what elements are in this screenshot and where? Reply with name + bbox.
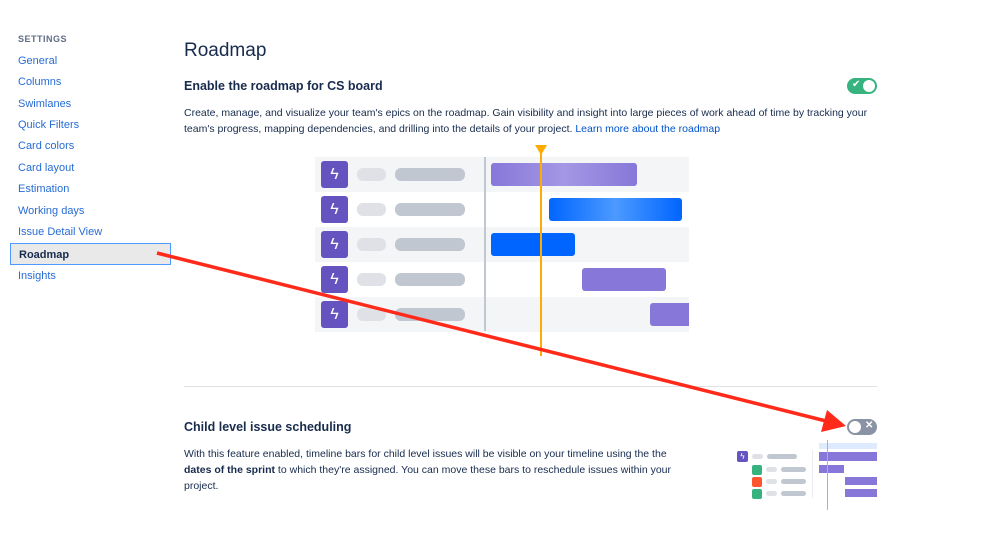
child-scheduling-description: With this feature enabled, timeline bars… xyxy=(184,446,684,494)
desc-bold: dates of the sprint xyxy=(184,464,276,476)
page-title: Roadmap xyxy=(184,40,267,61)
toggle-knob xyxy=(849,421,861,433)
illustration-row: ϟ xyxy=(315,297,689,332)
story-icon xyxy=(752,489,762,499)
roadmap-heading: Enable the roadmap for CS board xyxy=(184,79,383,93)
story-icon xyxy=(752,465,762,475)
sidebar-item-estimation[interactable]: Estimation xyxy=(18,183,70,195)
today-marker xyxy=(827,440,828,510)
sidebar-item-columns[interactable]: Columns xyxy=(18,76,62,88)
lightning-icon: ϟ xyxy=(321,301,348,328)
child-scheduling-heading: Child level issue scheduling xyxy=(184,420,352,434)
sidebar-item-working-days[interactable]: Working days xyxy=(18,205,85,217)
sidebar-item-general[interactable]: General xyxy=(18,55,58,67)
close-icon: ✕ xyxy=(865,420,874,431)
sidebar-heading: SETTINGS xyxy=(18,34,68,44)
lightning-icon: ϟ xyxy=(321,161,348,188)
illustration-row: ϟ xyxy=(315,262,689,297)
lightning-icon: ϟ xyxy=(321,231,348,258)
lightning-icon: ϟ xyxy=(321,196,348,223)
child-scheduling-toggle[interactable]: ✕ xyxy=(847,419,877,435)
section-divider xyxy=(184,386,877,387)
roadmap-toggle[interactable]: ✔ xyxy=(847,78,877,94)
lightning-icon: ϟ xyxy=(321,266,348,293)
illustration-row: ϟ xyxy=(315,227,689,262)
roadmap-description: Create, manage, and visualize your team'… xyxy=(184,105,884,137)
bug-icon xyxy=(752,477,762,487)
toggle-knob xyxy=(863,80,875,92)
learn-more-link[interactable]: Learn more about the roadmap xyxy=(575,123,721,135)
today-marker xyxy=(540,150,542,356)
sidebar-item-card-colors[interactable]: Card colors xyxy=(18,140,75,152)
illustration-row: ϟ xyxy=(315,157,689,192)
sidebar-item-card-layout[interactable]: Card layout xyxy=(18,162,75,174)
sidebar-item-insights[interactable]: Insights xyxy=(18,270,56,282)
sidebar-item-issue-detail-view[interactable]: Issue Detail View xyxy=(18,226,103,238)
desc-text: With this feature enabled, timeline bars… xyxy=(184,448,667,460)
description-text: Create, manage, and visualize your team'… xyxy=(184,107,868,135)
check-icon: ✔ xyxy=(852,79,861,90)
sidebar-item-swimlanes[interactable]: Swimlanes xyxy=(18,98,72,110)
lightning-icon: ϟ xyxy=(737,451,748,462)
illustration-row: ϟ xyxy=(315,192,689,227)
sidebar-item-roadmap[interactable]: Roadmap xyxy=(10,243,171,265)
desc-text: to which they're assigned. You can move … xyxy=(184,464,671,492)
sidebar-item-quick-filters[interactable]: Quick Filters xyxy=(18,119,80,131)
